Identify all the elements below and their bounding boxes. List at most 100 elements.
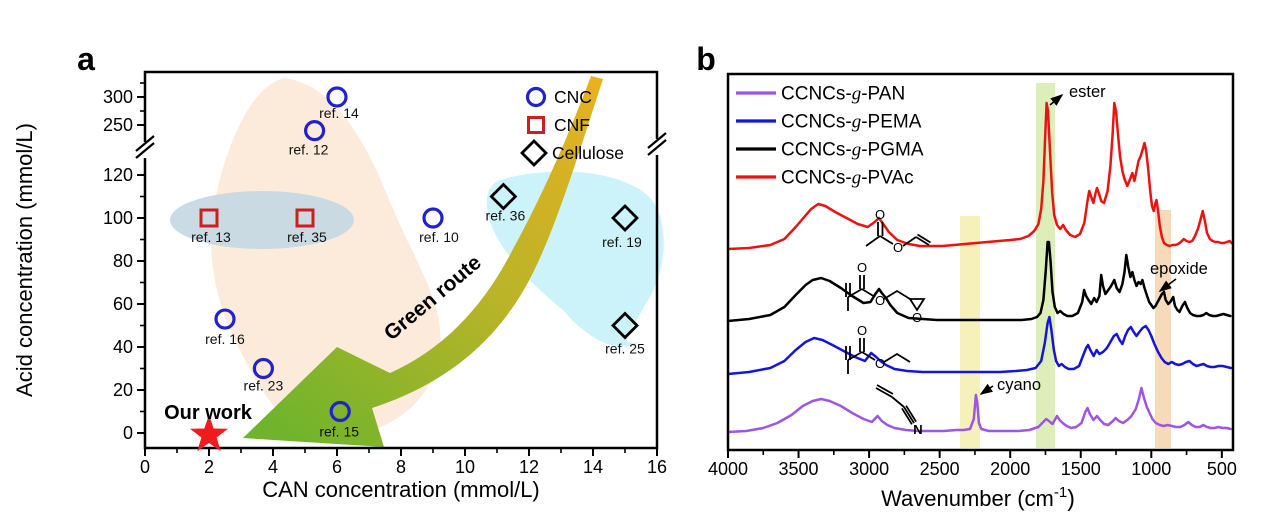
panel-a-points: ref. 14 ref. 12 ref. 10 ref. 16 ref. 23 ref. … [190,86,645,452]
ref-label: ref. 36 [486,208,526,224]
legend-label: CCNCs-g-PVAc [781,168,914,189]
spectrum-pvac [726,101,1233,251]
cnf-legend-label: CNF [554,115,590,135]
x-tick-label: 2 [204,457,214,477]
x-tick-label: 8 [396,457,406,477]
cnf-point [199,208,219,228]
epoxide-annotation-label: epoxide [1150,260,1208,278]
gma-atom-o1: O [857,260,867,275]
x-tick-label: 16 [647,457,667,477]
cellulose-legend-marker [520,139,548,167]
y-axis-break-right [647,132,667,156]
x-tick-label: 2500 [920,459,960,479]
our-work-label: Our work [164,402,253,424]
cnc-point [326,86,348,108]
ref-label: ref. 15 [319,424,359,440]
panel-b-legend: CCNCs-g-PAN CCNCs-g-PEMA CCNCs-g-PGMA CCNCs… [736,84,924,189]
cyano-annotation-label: cyano [997,376,1041,394]
panel-a-legend: CNC CNF Cellulose [520,86,624,167]
x-tick-label: 6 [332,457,342,477]
x-tick-label: 10 [455,457,475,477]
panel-b-spectra [726,101,1233,434]
cnc-point [252,357,274,380]
panel-a-xaxis-title: CAN concentration (mmol/L) [262,477,540,502]
cnc-point [304,120,326,142]
cnc-legend-label: CNC [554,87,592,107]
legend-label: CCNCs-g-PGMA [781,140,924,161]
x-tick-label: 4000 [708,459,748,479]
acrylonitrile-structure: N [875,384,923,437]
y-tick-label: 60 [113,294,133,314]
spectrum-pema [726,315,1233,376]
cellulose-point [489,182,518,211]
panel-a-yaxis-title: Acid concentration (mmol/L) [12,123,37,397]
cellulose-legend-label: Cellulose [552,143,624,163]
epoxide-band [1155,210,1171,448]
ref-label: ref. 16 [205,331,245,347]
cnc-point [329,400,351,423]
x-tick-label: 1500 [1061,459,1101,479]
ema-atom-o2: O [875,356,885,371]
ref-label: ref. 12 [289,142,329,158]
cyano-annotation: cyano [979,376,1041,395]
cnc-point [214,308,236,330]
cnc-point [422,207,444,229]
y-tick-label: 300 [103,87,133,107]
ref-label: ref. 13 [191,229,231,245]
y-tick-label: 120 [103,165,133,185]
ethyl-methacrylate-structure: O O [845,323,911,374]
x-tick-label: 3000 [849,459,889,479]
ester-annotation-label: ester [1069,83,1106,101]
x-tick-label: 12 [519,457,539,477]
y-tick-label: 80 [113,251,133,271]
cnf-region-ellipse [170,191,354,249]
x-tick-label: 3500 [779,459,819,479]
ref-label: ref. 10 [419,229,459,245]
ref-label: ref. 25 [605,341,645,357]
ref-label: ref. 35 [287,229,327,245]
cyano-band [960,216,980,448]
x-tick-label: 1000 [1131,459,1171,479]
cellulose-point [611,311,639,340]
gma-atom-o3: O [912,310,922,325]
y-axis-break-left [135,135,155,159]
cellulose-point [611,204,639,232]
y-tick-label: 250 [103,115,133,135]
vac-atom-o2: O [893,240,903,255]
cnf-point [295,208,315,228]
vac-atom-o1: O [875,207,885,222]
legend-label: CCNCs-g-PAN [781,84,905,105]
ema-atom-o1: O [857,323,867,338]
epoxide-annotation: epoxide [1150,260,1208,292]
ref-label: ref. 14 [319,105,359,121]
ref-label: ref. 23 [244,378,284,394]
y-tick-label: 20 [113,380,133,400]
y-tick-label: 100 [103,208,133,228]
x-tick-label: 4 [268,457,278,477]
x-tick-label: 0 [140,457,150,477]
ester-annotation: ester [1049,83,1106,106]
glycidyl-methacrylate-structure: O O O [845,260,926,325]
y-tick-label: 40 [113,337,133,357]
legend-label: CCNCs-g-PEMA [781,112,922,133]
panel-a-letter: a [77,41,95,77]
panel-b-ticks: 4000 3500 3000 2500 2000 1500 1000 500 [708,450,1237,479]
x-tick-label: 14 [583,457,603,477]
our-work-star [190,415,228,452]
cnc-legend-marker [525,86,547,108]
y-tick-label: 0 [123,423,133,443]
panel-a-ticks: 0 2 4 6 8 10 12 14 16 0 20 40 60 80 100 120 250 300 [103,82,667,477]
panel-b-letter: b [696,41,716,77]
an-atom-n: N [913,422,922,437]
spectrum-pgma [726,240,1232,323]
gma-atom-o2: O [875,293,885,308]
x-tick-label: 500 [1207,459,1237,479]
cnc-region-blob [211,78,441,436]
panel-b-frame [726,72,1235,452]
panel-b-xaxis-title: Wavenumber (cm-1) [881,484,1075,511]
spectrum-pan [726,386,1232,434]
green-route-arrow [243,76,603,447]
vinyl-acetate-structure: O O [865,207,931,255]
